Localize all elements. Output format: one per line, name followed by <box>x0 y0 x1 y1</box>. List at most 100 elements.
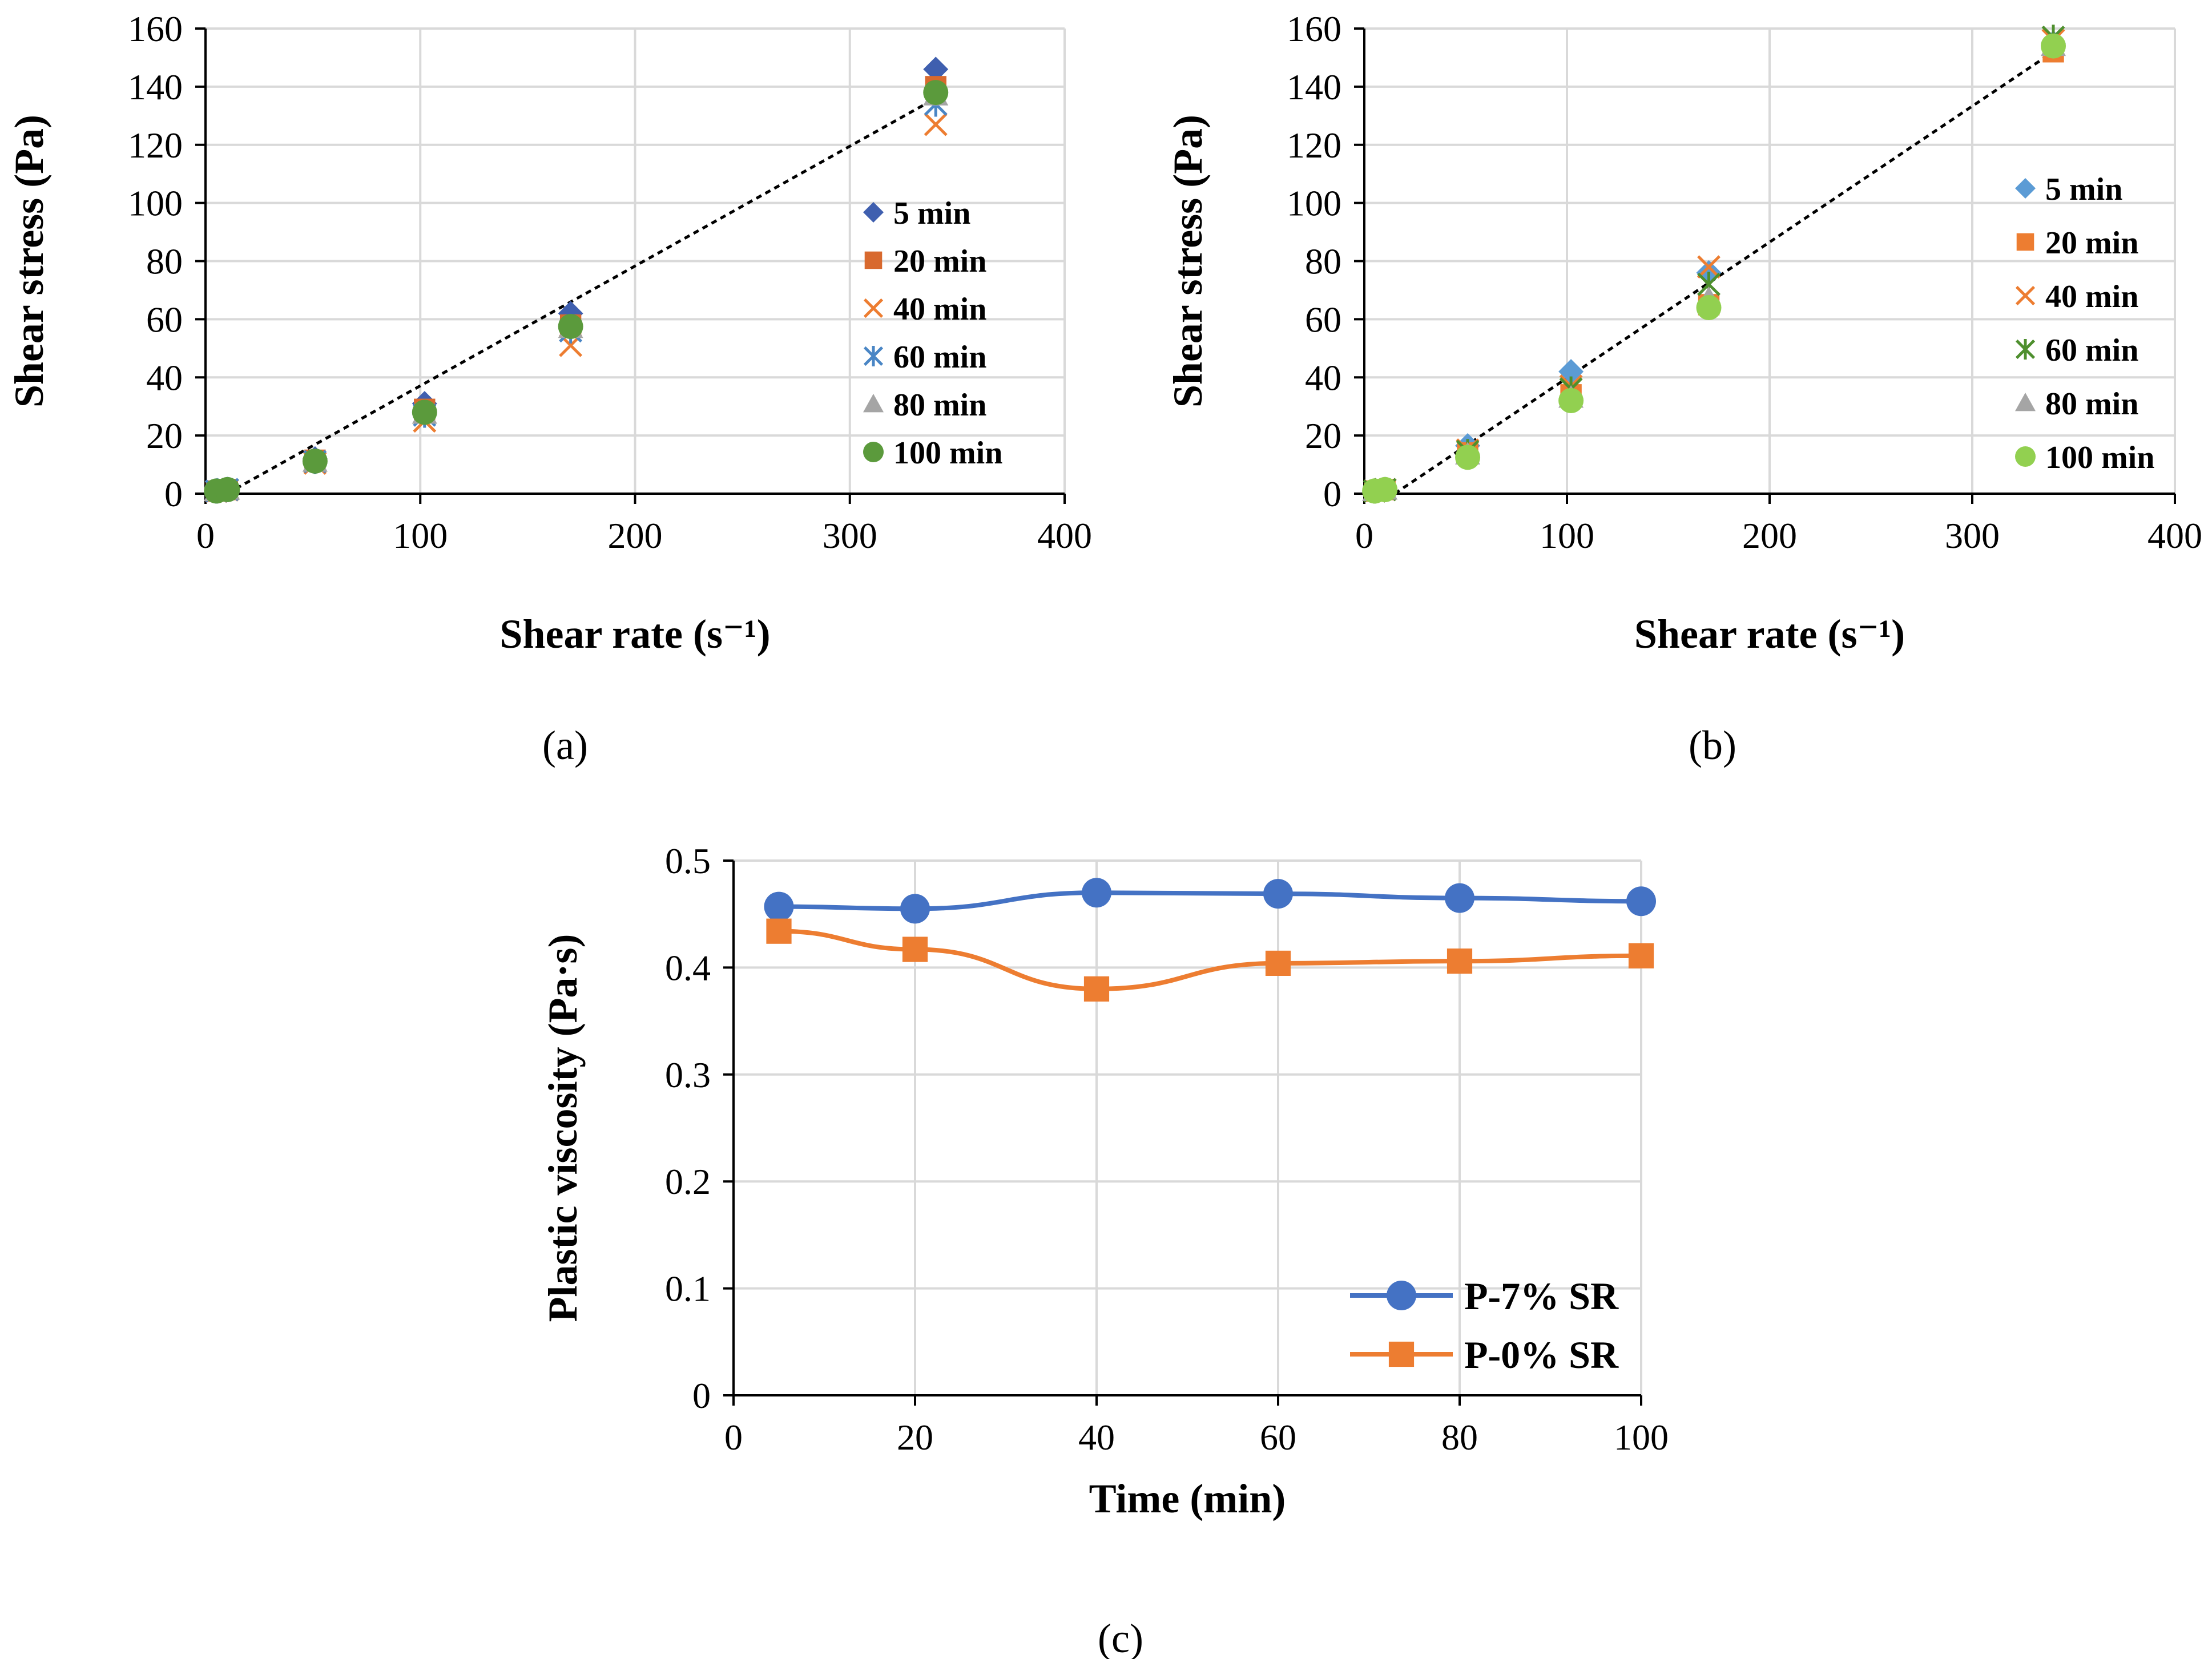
x-tick-label: 20 <box>897 1417 933 1458</box>
series-20-min <box>206 76 946 502</box>
data-point <box>900 894 930 924</box>
y-tick-label: 0.2 <box>665 1161 711 1202</box>
data-point <box>1626 886 1656 917</box>
legend-marker <box>863 202 884 223</box>
x-tick-label: 40 <box>1078 1417 1115 1458</box>
y-tick-label: 20 <box>146 415 183 456</box>
data-point <box>1447 948 1473 974</box>
legend-marker <box>2016 233 2034 251</box>
x-tick-label: 100 <box>393 515 448 556</box>
x-tick-label: 0 <box>1355 515 1373 556</box>
x-tick-label: 0 <box>724 1417 743 1458</box>
data-point <box>558 314 583 340</box>
series-p-7-sr <box>764 878 1656 924</box>
legend-marker <box>863 298 884 318</box>
y-tick-label: 0.3 <box>665 1055 711 1095</box>
y-tick-label: 100 <box>128 183 183 224</box>
x-tick-label: 60 <box>1260 1417 1296 1458</box>
legend-marker <box>2015 393 2036 411</box>
x-axis-label: Shear rate (s⁻¹) <box>1634 611 1905 657</box>
legend-marker <box>863 394 884 413</box>
legend-label: 20 min <box>2045 225 2138 261</box>
data-point <box>215 477 240 502</box>
y-tick-label: 160 <box>1287 9 1341 49</box>
chart-b: 0 100 200 300 400 0 20 40 60 80 100 120 140 160 Shear … <box>1165 9 2202 768</box>
x-axis-label: Shear rate (s⁻¹) <box>499 611 770 657</box>
y-axis-label: Plastic viscosity (Pa·s) <box>540 934 586 1322</box>
legend: P-7% SR P-0% SR <box>1350 1274 1619 1377</box>
y-tick-label: 120 <box>1287 125 1341 166</box>
x-tick-label: 200 <box>608 515 663 556</box>
data-point <box>902 937 928 962</box>
legend-marker <box>2015 178 2036 199</box>
legend-label: 20 min <box>893 244 986 279</box>
x-tick-label: 400 <box>1037 515 1092 556</box>
x-tick-label: 100 <box>1614 1417 1669 1458</box>
y-tick-label: 140 <box>128 67 183 107</box>
data-point <box>924 112 948 136</box>
x-tick-label: 300 <box>1945 515 2000 556</box>
y-tick-label: 80 <box>146 241 183 282</box>
y-tick-label: 140 <box>1287 67 1341 107</box>
data-point <box>764 891 794 922</box>
series-100-min <box>204 80 949 504</box>
data-point <box>923 80 949 106</box>
y-tick-label: 120 <box>128 125 183 166</box>
y-tick-label: 100 <box>1287 183 1341 224</box>
y-tick-label: 40 <box>146 357 183 398</box>
data-point <box>923 56 949 82</box>
series-5-min <box>1362 30 2066 503</box>
legend-label: P-7% SR <box>1464 1274 1619 1318</box>
data-point <box>1696 295 1722 320</box>
legend-label: 80 min <box>2045 386 2138 422</box>
data-point <box>1372 477 1398 502</box>
y-tick-label: 0 <box>164 474 183 514</box>
x-tick-label: 80 <box>1441 1417 1478 1458</box>
legend-label: 100 min <box>893 435 1002 471</box>
legend-label: 80 min <box>893 387 986 423</box>
y-axis-label: Shear stress (Pa) <box>6 115 52 407</box>
series-p-0-sr <box>766 918 1654 1002</box>
legend-label: 40 min <box>893 292 986 327</box>
trendline <box>1393 50 2054 495</box>
x-tick-label: 100 <box>1540 515 1594 556</box>
legend-marker <box>863 346 884 366</box>
legend: 5 min 20 min 40 min 60 min 80 min 100 min <box>2015 172 2154 475</box>
chart-c: 0 20 40 60 80 100 0 0.1 0.2 0.3 0.4 0.5 Time (min) Pl… <box>540 841 1669 1659</box>
series-100-min <box>1362 33 2066 504</box>
y-tick-label: 0.5 <box>665 841 711 881</box>
x-tick-label: 200 <box>1742 515 1797 556</box>
panel-label: (a) <box>542 722 588 768</box>
data-point <box>2041 33 2066 59</box>
y-tick-label: 0 <box>692 1375 711 1416</box>
y-tick-label: 20 <box>1305 415 1341 456</box>
x-axis-label: Time (min) <box>1089 1476 1286 1521</box>
legend-label: 5 min <box>893 196 970 231</box>
y-axis-label: Shear stress (Pa) <box>1165 115 1211 407</box>
panel-label: (c) <box>1098 1616 1143 1659</box>
data-point <box>1558 388 1584 413</box>
panel-label: (b) <box>1689 722 1736 768</box>
legend: 5 min 20 min 40 min 60 min 80 min 100 min <box>863 196 1002 471</box>
legend-marker <box>864 251 883 269</box>
y-tick-label: 0 <box>1323 474 1341 514</box>
legend-marker <box>863 442 884 462</box>
x-tick-label: 0 <box>196 515 215 556</box>
series-60-min <box>1363 25 2065 504</box>
data-point <box>1263 879 1293 909</box>
x-tick-label: 400 <box>2147 515 2202 556</box>
data-point <box>1083 976 1110 1002</box>
data-point <box>1697 255 1721 279</box>
y-tick-label: 60 <box>146 299 183 340</box>
trendline <box>226 97 937 495</box>
legend-label: 5 min <box>2045 172 2122 207</box>
y-tick-label: 0.4 <box>665 947 711 988</box>
data-point <box>1082 878 1111 908</box>
legend-marker <box>1388 1341 1415 1367</box>
data-point <box>1455 445 1481 470</box>
data-point <box>1628 943 1654 968</box>
y-tick-label: 80 <box>1305 241 1341 282</box>
data-point <box>302 448 328 474</box>
legend-label: 60 min <box>893 340 986 375</box>
